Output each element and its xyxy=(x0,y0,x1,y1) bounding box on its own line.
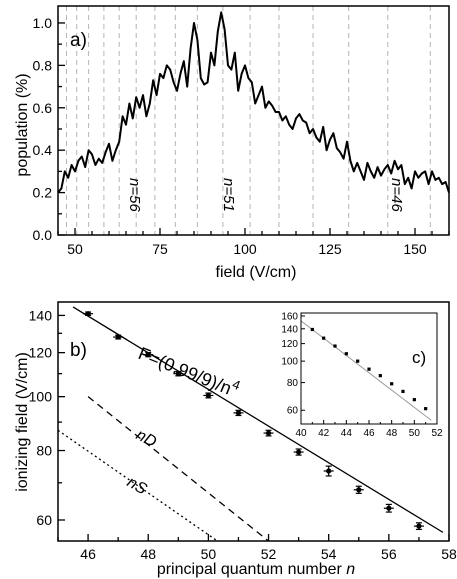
b-x-tick-label: 46 xyxy=(80,546,96,562)
b-x-axis-label: principal quantum number n xyxy=(157,561,355,578)
a-annotation-n46: n=46 xyxy=(388,178,405,212)
b-data-point xyxy=(235,410,242,416)
b-fit-line xyxy=(72,306,444,533)
c-x-tick-label: 48 xyxy=(386,428,398,439)
a-x-tick-label: 50 xyxy=(67,241,83,257)
c-x-tick-label: 46 xyxy=(363,428,375,439)
b-x-tick-label: 56 xyxy=(381,546,397,562)
c-x-tick-label: 40 xyxy=(295,428,307,439)
b-x-tick-label: 48 xyxy=(140,546,156,562)
c-data-point xyxy=(322,336,326,340)
b-data-point xyxy=(296,449,302,455)
a-y-tick-label: 0.0 xyxy=(33,227,53,243)
c-data-point xyxy=(378,374,382,378)
c-axis-ticks: 40 42 44 46 48 50 52 60 80 100 120 140 160 xyxy=(281,311,443,439)
c-data-point xyxy=(412,398,416,402)
c-x-tick-label: 44 xyxy=(341,428,353,439)
c-panel-label: c) xyxy=(412,348,426,367)
c-y-tick-label: 160 xyxy=(281,311,298,322)
b-data-point xyxy=(416,523,422,529)
c-data-point xyxy=(310,327,314,332)
a-population-line xyxy=(57,11,450,194)
c-data-point xyxy=(333,344,337,348)
a-x-tick-label: 75 xyxy=(152,241,168,257)
a-y-axis-label: population (%) xyxy=(14,73,31,176)
c-y-tick-label: 140 xyxy=(281,324,298,335)
b-y-axis-label: ionizing field (V/cm) xyxy=(14,352,31,492)
a-y-tick-label: 0.6 xyxy=(33,100,53,116)
b-x-axis-label-var: n xyxy=(346,561,355,578)
b-fit-annotation: F=(0.99/9)/n4 xyxy=(136,339,243,401)
b-y-tick-label: 60 xyxy=(36,512,52,528)
panel-c-inset: 40 42 44 46 48 50 52 60 80 100 120 140 160 c) xyxy=(281,311,443,439)
c-data-point xyxy=(424,407,428,411)
c-data-point xyxy=(401,389,405,393)
a-x-axis-label: field (V/cm) xyxy=(216,264,297,281)
c-y-tick-label: 120 xyxy=(281,339,298,350)
b-data-point xyxy=(356,487,362,493)
b-x-tick-label: 54 xyxy=(321,546,337,562)
b-x-tick-label: 50 xyxy=(201,546,217,562)
a-x-tick-label: 125 xyxy=(318,241,342,257)
c-x-tick-label: 50 xyxy=(409,428,421,439)
c-x-tick-label: 42 xyxy=(318,428,330,439)
b-nd-line xyxy=(87,396,269,542)
b-nd-label: nD xyxy=(133,427,159,452)
b-ns-line xyxy=(57,429,218,542)
c-data-point xyxy=(390,382,394,386)
b-data-point xyxy=(386,505,392,511)
a-x-tick-label: 100 xyxy=(233,241,257,257)
panel-a: 50 75 100 125 150 0.0 0.2 0.4 0.6 0.8 1.0 a) field… xyxy=(14,5,450,281)
a-axis-ticks: 50 75 100 125 150 0.0 0.2 0.4 0.6 0.8 1.0 xyxy=(33,15,450,257)
c-data-point xyxy=(367,367,371,371)
c-x-tick-label: 52 xyxy=(431,428,443,439)
b-y-tick-label: 80 xyxy=(36,443,52,459)
b-panel-label: b) xyxy=(70,340,87,361)
b-x-tick-label: 52 xyxy=(261,546,277,562)
a-y-tick-label: 0.8 xyxy=(33,57,53,73)
b-data-point xyxy=(175,371,181,377)
b-data-point xyxy=(145,352,151,358)
a-y-tick-label: 0.2 xyxy=(33,185,53,201)
c-data-point xyxy=(356,359,360,363)
a-y-tick-label: 0.4 xyxy=(33,142,53,158)
c-data-points xyxy=(310,327,428,411)
c-y-tick-label: 100 xyxy=(281,357,298,368)
b-y-tick-label: 120 xyxy=(29,345,53,361)
b-data-points xyxy=(83,311,424,531)
a-x-tick-label: 150 xyxy=(403,241,427,257)
a-annotation-n56: n=56 xyxy=(126,178,143,212)
c-data-point xyxy=(344,352,348,356)
a-plot-frame xyxy=(57,5,450,236)
b-x-axis-label-text: principal quantum number xyxy=(157,561,346,578)
a-panel-label: a) xyxy=(70,30,87,51)
b-ns-label: nS xyxy=(124,474,150,499)
b-axis-ticks: 46 48 50 52 54 56 58 60 80 100 120 140 xyxy=(29,307,457,562)
b-y-tick-label: 140 xyxy=(29,307,53,323)
b-data-point xyxy=(326,468,332,474)
b-data-point xyxy=(85,311,91,317)
b-data-point xyxy=(265,430,272,436)
c-y-tick-label: 80 xyxy=(287,378,299,389)
b-fit-formula: F=(0.99/9)/n xyxy=(136,343,235,398)
b-x-tick-label: 58 xyxy=(441,546,457,562)
c-y-tick-label: 60 xyxy=(287,406,299,417)
b-data-point xyxy=(115,334,121,340)
b-data-point xyxy=(205,392,211,399)
a-y-tick-label: 1.0 xyxy=(33,15,53,31)
a-annotation-n51: n=51 xyxy=(220,178,237,212)
b-y-tick-label: 100 xyxy=(29,389,53,405)
